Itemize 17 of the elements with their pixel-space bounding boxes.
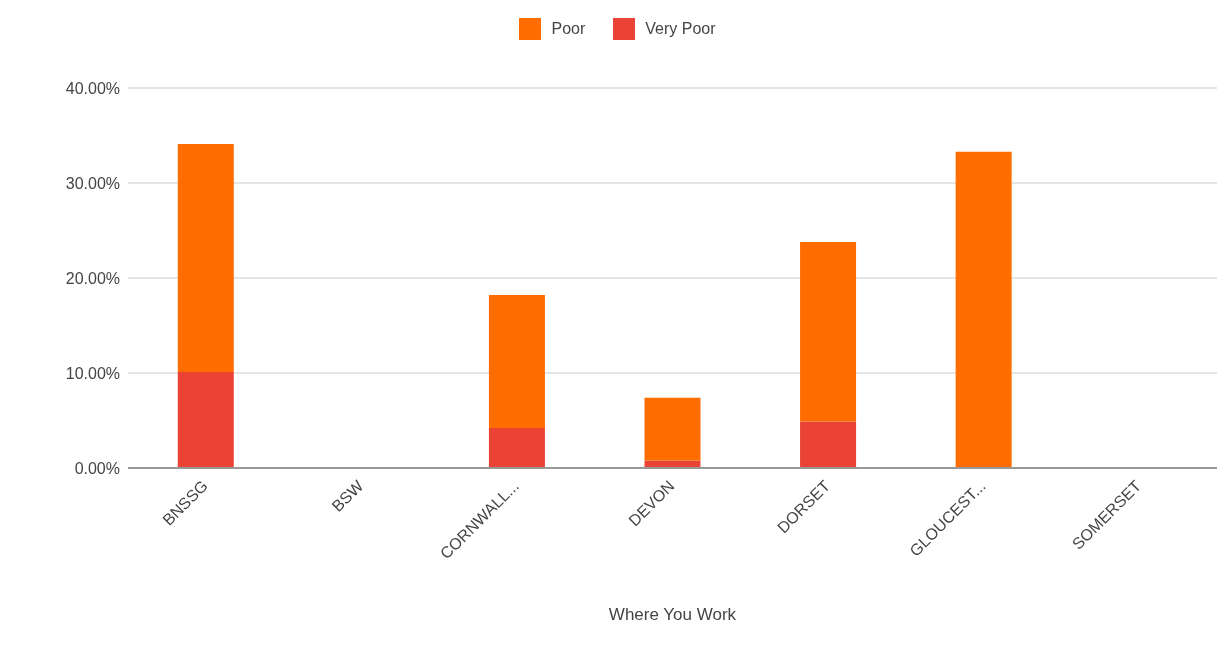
legend-label: Poor <box>550 19 586 39</box>
bar <box>177 144 234 373</box>
x-axis-title: Where You Work <box>608 605 737 624</box>
legend-label: Very Poor <box>644 19 716 39</box>
bar <box>644 460 701 468</box>
bar <box>800 241 857 422</box>
y-tick-label: 10.00% <box>65 364 120 382</box>
y-tick-label: 20.00% <box>65 269 120 287</box>
y-tick-label: 0.00% <box>74 459 120 477</box>
bar <box>955 151 1012 468</box>
bar <box>800 421 857 468</box>
bar <box>488 295 545 429</box>
bar <box>644 397 701 461</box>
bar <box>177 372 234 468</box>
bar <box>488 428 545 468</box>
y-tick-label: 30.00% <box>65 174 120 192</box>
y-tick-label: 40.00% <box>65 79 120 97</box>
